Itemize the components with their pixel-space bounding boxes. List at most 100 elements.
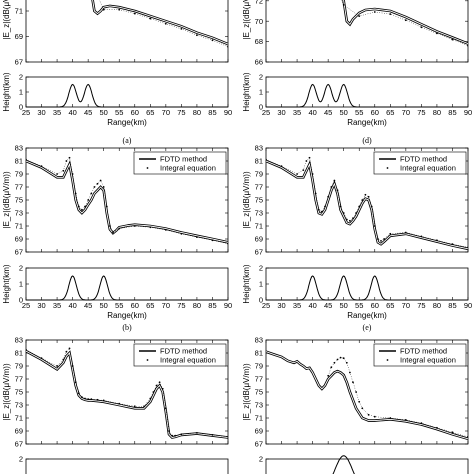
integral-point [383,238,385,240]
y-tick-label: 83 [15,144,23,153]
h-y-tick-label: 1 [19,280,23,289]
integral-point [152,391,155,393]
legend-integral-label: Integral equation [160,356,216,365]
panel-caption: (e) [363,323,372,332]
integral-point [102,186,105,188]
x-tick-label: 80 [433,301,441,310]
legend-box [133,151,227,175]
integral-point [133,12,136,15]
x-tick-label: 35 [293,301,301,310]
height-axes-frame [265,76,469,108]
integral-point [149,17,152,20]
y-tick-label: 71 [255,222,263,231]
x-tick-label: 85 [208,301,216,310]
x-tick-label: 90 [464,301,472,310]
integral-point [164,22,167,25]
y-tick-label: 67 [15,440,23,449]
panel-d: 66 68 70 72 |E_z|(dB(μV/m)) 0 1 2 25 30 35 40 45 50 55… [242,0,472,145]
x-tick-label: 25 [262,108,270,117]
legend-integral-label: Integral equation [400,356,456,365]
y-tick-label: 73 [255,209,263,218]
integral-point [171,434,174,437]
x-tick-label: 25 [22,301,30,310]
fdtd-line-inner [266,351,468,440]
x-tick-label: 65 [386,301,394,310]
y-tick-label: 73 [15,401,23,410]
integral-point [321,210,323,213]
y-tick-label: 67 [255,248,263,257]
fdtd-line-inner [343,0,468,45]
x-tick-label: 50 [100,301,108,310]
y-tick-label: 83 [255,336,263,345]
integral-point [330,186,333,188]
x-tick-label: 60 [371,108,379,117]
panel-caption: (d) [362,136,372,145]
range-xlabel: Range(km) [347,311,387,320]
x-tick-label: 80 [433,108,441,117]
x-tick-label: 50 [340,108,348,117]
legend-integral-swatch [386,167,389,169]
panel-c: 67 69 71 73 75 77 79 81 83 |E_z|(dB(μV/m)) FDTD me… [2,336,229,474]
h-y-tick-label: 2 [259,264,263,273]
integral-point [467,44,468,47]
height-ylabel: Height(km) [2,264,11,303]
h-y-tick-label: 2 [19,455,23,464]
x-tick-label: 35 [53,301,61,310]
fdtd-line-inner [92,0,228,45]
legend-box [373,151,467,175]
integral-point [180,232,183,235]
range-xlabel: Range(km) [107,311,147,320]
y-tick-label: 79 [255,362,263,371]
x-tick-label: 55 [355,301,363,310]
y-tick-label: 66 [255,58,263,67]
integral-point [342,212,345,214]
x-tick-label: 55 [115,108,123,117]
x-tick-label: 70 [162,301,170,310]
y-tick-label: 71 [15,222,23,231]
y-tick-label: 68 [255,37,263,46]
integral-point [436,239,438,242]
integral-point [174,434,177,437]
integral-point [84,205,86,208]
integral-point [109,225,111,227]
integral-point [227,45,228,48]
panel-b: 67 69 71 73 75 77 79 81 83 |E_z|(dB(μV/m)) FDTD me… [2,144,232,332]
x-tick-label: 45 [324,108,332,117]
x-tick-label: 30 [37,301,45,310]
y-tick-label: 71 [15,414,23,423]
height-ylabel: Height(km) [242,264,251,303]
y-tick-label: 71 [255,414,263,423]
panel-e: 67 69 71 73 75 77 79 81 83 |E_z|(dB(μV/m)) FDTD me… [242,144,472,332]
integral-point [355,391,357,393]
height-ylabel: Height(km) [2,72,11,111]
x-tick-label: 85 [448,301,456,310]
integral-point [102,8,105,11]
x-tick-label: 30 [37,108,45,117]
integral-point [105,205,108,208]
x-tick-label: 35 [293,108,301,117]
h-y-tick-label: 2 [19,73,23,82]
integral-point [133,225,136,227]
h-y-tick-label: 2 [259,455,263,464]
terrain-profile [266,83,468,108]
y-tick-label: 81 [255,349,263,358]
range-xlabel: Range(km) [107,118,147,127]
y-tick-label: 75 [255,196,263,205]
series-group [26,156,228,245]
field-ylabel: |E_z|(dB(μV/m)) [242,363,251,421]
x-tick-label: 40 [308,301,316,310]
fdtd-line-inner [266,160,468,250]
panel-caption: (b) [122,323,132,332]
field-axes-frame [265,0,469,63]
x-tick-label: 75 [417,301,425,310]
y-tick-label: 73 [15,209,23,218]
x-tick-label: 80 [193,108,201,117]
fdtd-line-inner [26,160,228,243]
integral-point [90,192,93,195]
integral-point [358,205,361,208]
height-axes-frame [265,267,469,301]
x-tick-label: 90 [224,301,232,310]
integral-line [266,157,468,248]
